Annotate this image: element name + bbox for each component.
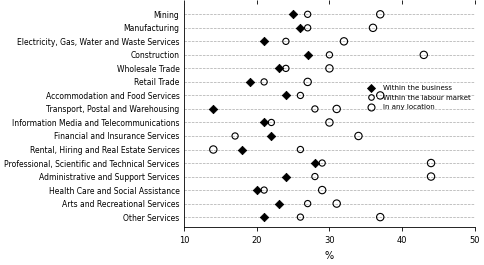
In any location xyxy=(326,120,333,125)
In any location xyxy=(326,66,333,70)
Within the business xyxy=(239,147,246,152)
In any location xyxy=(304,80,312,84)
X-axis label: %: % xyxy=(325,251,334,261)
Within the labour market xyxy=(282,66,290,70)
Within the business xyxy=(253,188,261,192)
Within the labour market xyxy=(304,12,312,16)
Within the labour market xyxy=(297,93,304,98)
In any location xyxy=(340,39,348,43)
In any location xyxy=(333,201,341,206)
In any location xyxy=(377,12,384,16)
Within the business xyxy=(210,107,217,111)
Within the labour market xyxy=(260,80,268,84)
In any location xyxy=(420,53,428,57)
In any location xyxy=(377,215,384,219)
In any location xyxy=(427,161,435,165)
Within the business xyxy=(289,12,297,16)
Within the labour market xyxy=(297,147,304,152)
In any location xyxy=(427,174,435,179)
Within the business xyxy=(275,66,283,70)
Within the business xyxy=(311,161,319,165)
Within the business xyxy=(282,93,290,98)
Within the business xyxy=(275,201,283,206)
Within the labour market xyxy=(268,120,275,125)
Within the business xyxy=(260,215,268,219)
In any location xyxy=(210,147,217,152)
In any location xyxy=(355,134,363,138)
Within the labour market xyxy=(260,188,268,192)
Within the business xyxy=(282,174,290,179)
In any location xyxy=(333,107,341,111)
Within the labour market xyxy=(297,215,304,219)
Within the business xyxy=(260,39,268,43)
In any location xyxy=(369,26,377,30)
Within the business xyxy=(268,134,275,138)
In any location xyxy=(377,93,384,98)
Within the business xyxy=(246,80,254,84)
Within the labour market xyxy=(304,201,312,206)
Within the labour market xyxy=(318,161,326,165)
Within the business xyxy=(297,26,304,30)
Within the labour market xyxy=(304,26,312,30)
Within the business xyxy=(260,120,268,125)
Within the labour market xyxy=(311,107,319,111)
Within the labour market xyxy=(282,39,290,43)
In any location xyxy=(318,188,326,192)
Legend: Within the business, Within the labour market, In any location: Within the business, Within the labour m… xyxy=(363,85,471,110)
Within the business xyxy=(304,53,312,57)
Within the labour market xyxy=(231,134,239,138)
Within the labour market xyxy=(326,53,333,57)
Within the labour market xyxy=(311,174,319,179)
